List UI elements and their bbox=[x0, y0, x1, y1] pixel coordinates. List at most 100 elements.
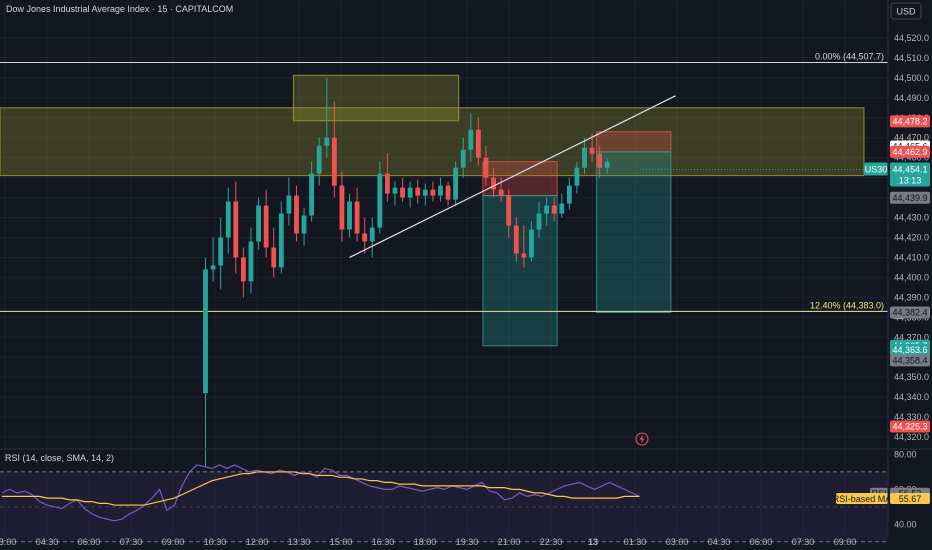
rsi-line bbox=[1, 464, 640, 522]
y-tick-label: 44,500.0 bbox=[894, 73, 929, 83]
candle-body bbox=[422, 189, 428, 196]
candle-body bbox=[468, 129, 474, 150]
y-tick-label: 44,420.0 bbox=[894, 232, 929, 242]
x-tick-label: 06:00 bbox=[750, 537, 773, 547]
candle-body bbox=[453, 167, 459, 200]
candle-body bbox=[589, 147, 595, 154]
candle-body bbox=[415, 187, 421, 196]
y-tick-label: 44,520.0 bbox=[894, 33, 929, 43]
candle-body bbox=[574, 167, 580, 186]
current-price-bg bbox=[890, 162, 930, 187]
x-tick-label: 09:00 bbox=[162, 537, 185, 547]
price-label-bg bbox=[890, 145, 930, 158]
candle-body bbox=[559, 203, 565, 214]
y-tick-label: 44,510.0 bbox=[894, 53, 929, 63]
candle-body bbox=[544, 205, 549, 214]
fib-level-label: 0.00% (44,507.7) bbox=[815, 52, 884, 62]
candle-body bbox=[430, 189, 436, 196]
candle-body bbox=[294, 195, 299, 234]
y-tick-label: 44,470.0 bbox=[894, 133, 929, 143]
candle-body bbox=[445, 185, 451, 200]
candle-body bbox=[339, 185, 345, 230]
x-tick-label: 10:30 bbox=[204, 537, 227, 547]
drawing-rectangle[interactable] bbox=[292, 74, 460, 122]
x-tick-label: 12:00 bbox=[246, 537, 269, 547]
candle-body bbox=[498, 189, 504, 196]
x-tick-label: 04:30 bbox=[36, 537, 59, 547]
y-tick-label: 44,490.0 bbox=[894, 93, 929, 103]
candle-body bbox=[582, 147, 587, 168]
symbol-badge: US30 bbox=[865, 164, 888, 174]
price-label: 44,478.2 bbox=[892, 116, 927, 126]
price-label-bg bbox=[890, 191, 930, 204]
candle-body bbox=[377, 173, 383, 228]
rsi-value-bg bbox=[890, 492, 930, 504]
candle-body bbox=[551, 205, 557, 214]
price-label-bg bbox=[890, 344, 930, 357]
x-tick-label: 19:30 bbox=[456, 537, 479, 547]
price-label-bg bbox=[890, 306, 930, 319]
candle-body bbox=[271, 247, 277, 268]
drawing-rectangle[interactable] bbox=[596, 131, 672, 153]
candle-body bbox=[521, 253, 527, 258]
rsi-y-tick-label: 40.00 bbox=[894, 519, 917, 529]
candle-body bbox=[362, 233, 368, 242]
lightning-icon[interactable] bbox=[635, 432, 649, 446]
candle-body bbox=[460, 149, 466, 168]
x-tick-label: 13 bbox=[588, 537, 598, 547]
candle-body bbox=[286, 195, 292, 214]
x-tick-label: 07:30 bbox=[792, 537, 815, 547]
fib-level-label: 12.40% (44,383.0) bbox=[810, 300, 884, 310]
x-tick-label: 21:00 bbox=[498, 537, 521, 547]
candle-body bbox=[513, 225, 519, 254]
candle-body bbox=[392, 187, 398, 194]
price-label-bg bbox=[890, 420, 930, 433]
candle-body bbox=[210, 265, 216, 270]
candle-body bbox=[218, 237, 224, 266]
candle-body bbox=[263, 205, 269, 248]
y-tick-label: 44,340.0 bbox=[894, 392, 929, 402]
svg-text:USD: USD bbox=[896, 7, 916, 17]
x-tick-label: 03:00 bbox=[666, 537, 689, 547]
y-tick-label: 44,330.0 bbox=[894, 412, 929, 422]
candle-body bbox=[604, 161, 610, 168]
trendline[interactable] bbox=[349, 95, 676, 258]
rsi-band bbox=[0, 471, 888, 542]
candle-body bbox=[369, 227, 375, 242]
y-tick-label: 44,430.0 bbox=[894, 213, 929, 223]
candle-body bbox=[385, 173, 390, 194]
drawing-rectangle[interactable] bbox=[482, 195, 558, 347]
x-tick-label: 01:30 bbox=[624, 537, 647, 547]
candle-body bbox=[278, 213, 284, 268]
symbol-badge-bg bbox=[864, 162, 888, 176]
price-label-bg bbox=[890, 354, 930, 367]
currency-button[interactable]: USD bbox=[890, 2, 922, 20]
candle-body bbox=[566, 185, 572, 204]
candle-body bbox=[400, 187, 405, 198]
current-price-label: 44,454.1 bbox=[892, 164, 927, 174]
drawing-rectangle[interactable] bbox=[596, 151, 672, 314]
drawing-rectangle[interactable] bbox=[0, 107, 865, 177]
candle-body bbox=[316, 145, 322, 174]
x-tick-label: 18:00 bbox=[414, 537, 437, 547]
candle-body bbox=[475, 129, 481, 158]
candle-body bbox=[483, 157, 489, 178]
y-tick-label: 44,350.0 bbox=[894, 372, 929, 382]
price-label: 44,363.6 bbox=[892, 345, 927, 355]
candle-body bbox=[301, 215, 307, 234]
x-tick-label: 03:00 bbox=[0, 537, 16, 547]
x-tick-label: 09:00 bbox=[834, 537, 857, 547]
x-tick-label: 13:30 bbox=[288, 537, 311, 547]
candle-body bbox=[407, 187, 413, 198]
rsi-series-name-bg bbox=[836, 492, 888, 504]
rsi-ma-line bbox=[2, 471, 640, 506]
x-tick-label: 07:30 bbox=[120, 537, 143, 547]
candle-body bbox=[233, 201, 239, 258]
y-tick-label: 44,370.0 bbox=[894, 332, 929, 342]
candle-body bbox=[331, 137, 337, 186]
candle-body bbox=[506, 195, 512, 226]
rsi-value-label: 55.67 bbox=[899, 494, 922, 504]
chart-title: Dow Jones Industrial Average Index · 15 … bbox=[6, 4, 233, 14]
candle-body bbox=[309, 173, 315, 216]
